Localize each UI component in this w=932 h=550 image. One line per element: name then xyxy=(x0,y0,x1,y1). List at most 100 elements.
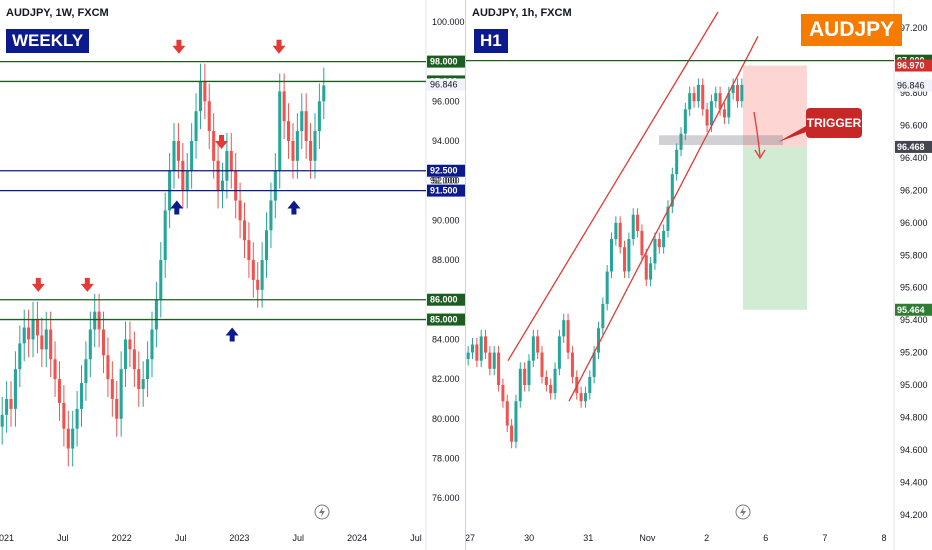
candle-body xyxy=(84,359,88,384)
x-tick-label: 2024 xyxy=(347,533,367,543)
candle-body xyxy=(141,379,145,390)
candle-body xyxy=(644,255,648,280)
candle-body xyxy=(31,319,35,340)
candle-body xyxy=(562,320,566,337)
candle-body xyxy=(203,81,207,102)
level-label: 95.464 xyxy=(897,305,925,315)
candle-body xyxy=(260,260,264,290)
candle-body xyxy=(172,140,176,171)
candle-body xyxy=(501,385,505,402)
level-label-bg xyxy=(427,55,465,68)
weekly-chart-panel: 100.000 98.000 96.000 94.000 92.000 90.000 88.… xyxy=(0,0,466,550)
candle-body xyxy=(269,200,273,231)
candle-body xyxy=(709,101,713,126)
candle-body xyxy=(618,222,622,248)
candle-body xyxy=(696,84,700,102)
candle-body xyxy=(583,393,587,402)
candle-body xyxy=(470,344,475,353)
candle-body xyxy=(317,101,321,132)
candle-body xyxy=(150,329,154,360)
candle-body xyxy=(66,428,70,449)
level-label: 85.000 xyxy=(430,315,458,325)
candle-body xyxy=(601,303,605,329)
candle-body xyxy=(101,329,106,356)
candle-body xyxy=(640,230,644,256)
weekly-chart-svg: 100.000 98.000 96.000 94.000 92.000 90.000 88.… xyxy=(0,0,465,550)
candle-body xyxy=(75,408,79,429)
candle-body xyxy=(727,93,731,118)
candle-body xyxy=(605,271,609,304)
level-label-bg xyxy=(895,59,932,72)
candle-body xyxy=(636,214,640,231)
x-tick-label: 2023 xyxy=(229,533,249,543)
candle-body xyxy=(124,339,128,370)
y-tick-label: 96.600 xyxy=(900,121,928,131)
candle-body xyxy=(705,109,709,126)
candle-body xyxy=(295,131,299,161)
candle-body xyxy=(549,385,553,394)
candle-body xyxy=(505,401,509,426)
level-label-bg xyxy=(427,184,465,197)
candle-body xyxy=(692,93,696,102)
candle-body xyxy=(22,327,26,344)
down-arrow-marker xyxy=(31,277,45,292)
candle-body xyxy=(492,352,496,369)
weekly-badge: WEEKLY xyxy=(6,29,90,53)
y-tick-label: 95.800 xyxy=(900,250,928,260)
candle-body xyxy=(566,320,570,353)
x-tick-label: 30 xyxy=(524,533,534,543)
candle-body xyxy=(97,311,101,330)
x-tick-label: 7 xyxy=(822,533,827,543)
candle-body xyxy=(110,379,114,399)
candle-body xyxy=(722,109,726,118)
y-tick-label: 100.000 xyxy=(432,17,465,27)
candle-body xyxy=(247,240,251,261)
candle-body xyxy=(588,376,592,394)
event-bolt-icon xyxy=(314,504,330,520)
x-tick-label: 2022 xyxy=(112,533,132,543)
y-tick-label: 95.400 xyxy=(900,315,928,325)
level-label: 96.468 xyxy=(897,142,925,152)
candle-body xyxy=(93,311,97,330)
candle-body xyxy=(527,360,531,386)
x-tick-label: 27 xyxy=(466,533,475,543)
y-tick-label: 96.200 xyxy=(900,185,928,195)
y-tick-label: 96.000 xyxy=(432,96,460,106)
up-arrow-marker xyxy=(287,200,301,215)
candle-body xyxy=(49,329,53,360)
channel-upper-line xyxy=(507,11,719,362)
level-label: 96.970 xyxy=(897,61,925,71)
event-bolt-glyph xyxy=(319,507,325,517)
candle-body xyxy=(322,85,326,102)
x-tick-label: 6 xyxy=(763,533,768,543)
take-profit-zone xyxy=(743,146,807,310)
channel-lower-line xyxy=(568,36,759,402)
level-label-bg xyxy=(427,313,465,326)
candle-body xyxy=(181,160,185,191)
candle-body xyxy=(40,335,44,350)
candle-body xyxy=(579,393,583,402)
candle-body xyxy=(497,352,501,386)
y-tick-label: 78.000 xyxy=(432,453,460,463)
candle-body xyxy=(614,222,618,240)
candle-body xyxy=(216,160,220,191)
candle-body xyxy=(570,352,574,377)
y-tick-label: 92.000 xyxy=(432,176,460,186)
candle-body xyxy=(475,344,479,361)
y-tick-label: 95.000 xyxy=(900,380,928,390)
candle-body xyxy=(653,239,657,264)
candle-body xyxy=(679,133,683,150)
symbol-title-badge: AUDJPY xyxy=(801,14,903,46)
candle-body xyxy=(256,279,260,290)
candle-body xyxy=(701,84,705,110)
y-tick-label: 76.000 xyxy=(432,493,460,503)
candle-body xyxy=(212,131,216,161)
y-tick-label: 82.000 xyxy=(432,374,460,384)
event-bolt-icon xyxy=(735,504,751,520)
candle-body xyxy=(57,379,62,403)
candle-body xyxy=(627,239,631,272)
y-tick-label: 94.200 xyxy=(900,510,928,520)
y-tick-label: 96.800 xyxy=(900,88,928,98)
level-label-bg xyxy=(427,164,465,177)
trigger-label-bg xyxy=(806,108,862,138)
